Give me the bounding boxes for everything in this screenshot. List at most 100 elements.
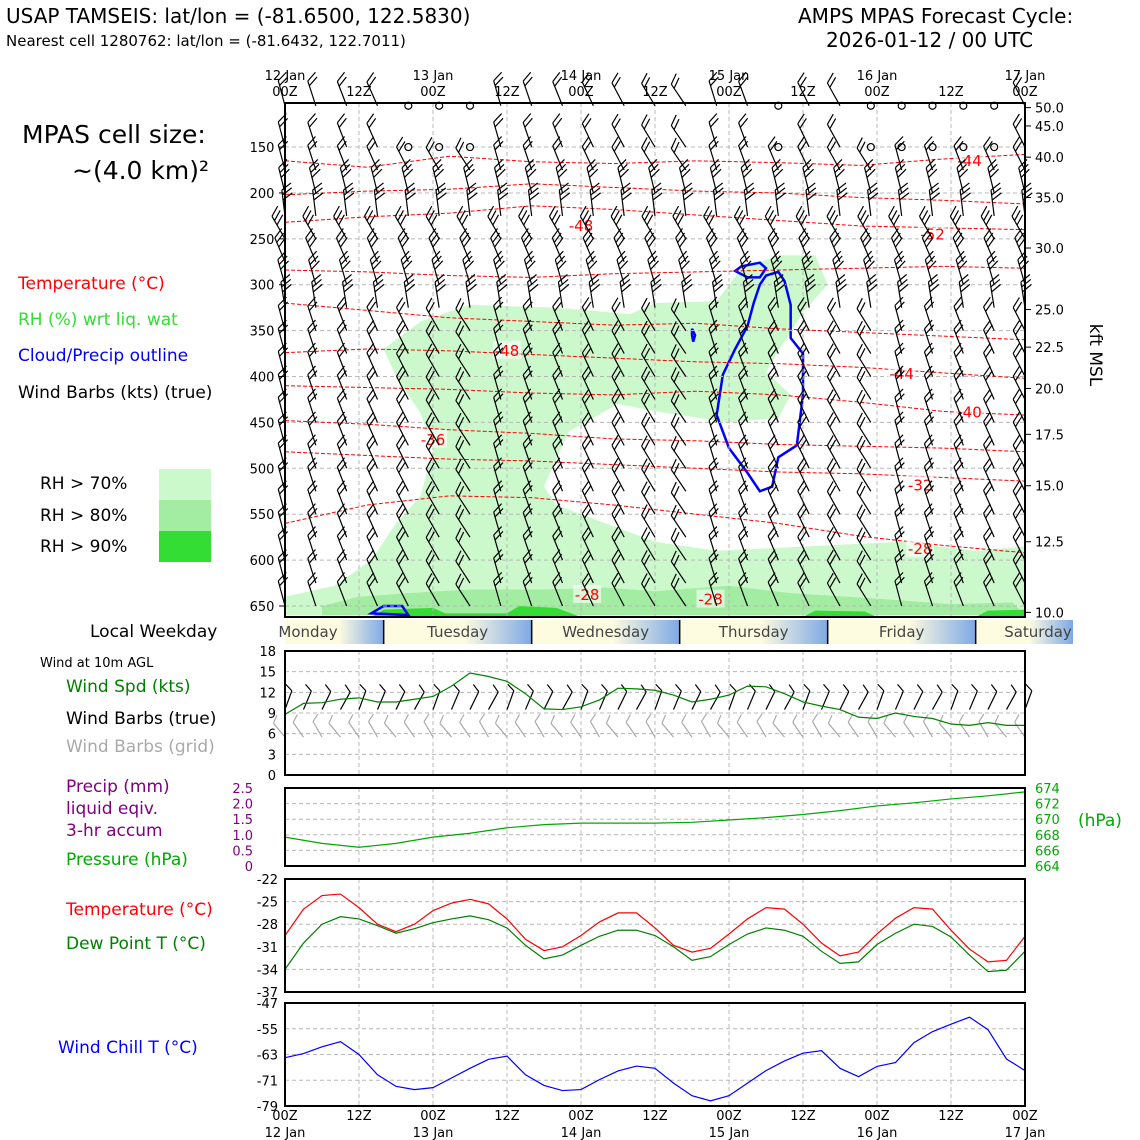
barb-feather [336, 365, 346, 376]
barb-feather [496, 274, 507, 283]
barb-feather [1014, 228, 1023, 239]
wind-barb [983, 136, 995, 171]
barb-feather [826, 412, 834, 423]
barb-feather [895, 439, 905, 449]
legend-temperature: Temperature (°C) [18, 274, 165, 294]
barb-feather [1012, 343, 1020, 354]
barb-feather [589, 713, 596, 722]
barb-feather [709, 237, 718, 248]
barb-feather [493, 526, 503, 536]
barb-feather [774, 168, 784, 178]
barb-feather [307, 549, 316, 559]
barb-feather [398, 393, 406, 405]
wind-barb [983, 457, 995, 492]
wind-barb-true [839, 684, 850, 710]
barb-feather [829, 228, 838, 239]
barb-feather [710, 508, 719, 518]
barb-feather [619, 260, 629, 270]
barb-feather [799, 393, 807, 404]
wind-barb [425, 550, 440, 584]
barb-feather [279, 508, 289, 518]
barb-feather [458, 485, 465, 497]
wind-barb-grid [847, 714, 859, 738]
wind-barb-true [395, 684, 406, 710]
barb-feather [983, 411, 991, 422]
barb-feather [308, 416, 318, 426]
wind-barb [611, 297, 625, 331]
barb-feather [307, 434, 316, 444]
wind-barb [435, 182, 447, 216]
wind-barb [307, 457, 318, 492]
barb-feather [493, 365, 503, 375]
barb-feather [525, 255, 535, 265]
barb-feather [679, 159, 689, 169]
barb-feather [1014, 462, 1023, 473]
barb-feather [524, 370, 533, 380]
barb-staff [493, 167, 502, 194]
barb-feather [961, 192, 971, 201]
barb-feather [399, 232, 408, 243]
barb-feather [394, 205, 402, 217]
wind-barb [983, 342, 995, 377]
barb-feather [616, 250, 626, 261]
barb-feather [494, 237, 502, 248]
wind-barb [432, 159, 444, 194]
isotherm-8 [284, 451, 1026, 482]
barb-feather [739, 462, 749, 472]
wind-barb-true [506, 683, 515, 710]
barb-feather [829, 301, 837, 313]
barb-feather [673, 463, 680, 475]
top-tick-date: 14 Jan [561, 69, 602, 84]
wind-barb [894, 411, 905, 446]
temperature-panel: -37-34-31-28-25-22 [257, 873, 1026, 1001]
wind-barb [708, 342, 719, 377]
barb-feather [430, 232, 439, 243]
barb-feather [455, 481, 462, 493]
barb-feather [579, 205, 587, 217]
barb-feather [581, 503, 590, 514]
wind-barb [395, 434, 409, 469]
barb-feather [432, 237, 441, 248]
wind-barb [987, 159, 999, 194]
wind-barb-grid [772, 714, 785, 738]
barb-feather [366, 296, 375, 308]
wind-barb [611, 503, 625, 538]
barb-staff [987, 167, 995, 194]
barb-feather [983, 342, 991, 354]
barb-feather [949, 205, 957, 217]
barb-feather [581, 136, 590, 147]
wind-barb [611, 572, 625, 607]
barb-feather [339, 237, 348, 248]
wind-barb [894, 388, 905, 423]
weekday-monday: Monday [278, 623, 337, 641]
barb-feather [338, 76, 347, 87]
wind-barb [923, 136, 935, 171]
barb-feather [583, 76, 592, 88]
barb-staff [548, 216, 564, 240]
barb-feather [953, 365, 962, 376]
barb-staff [736, 722, 748, 738]
wind-barb [923, 411, 935, 446]
barb-feather [842, 684, 850, 692]
barb-feather [805, 182, 816, 191]
barb-feather [478, 713, 485, 722]
barb-feather [898, 182, 909, 191]
bottom-tick-date: 15 Jan [709, 1126, 750, 1140]
barb-feather [918, 205, 926, 217]
barb-feather [672, 205, 680, 217]
isotherm-label-3: -48 [495, 342, 520, 360]
barb-feather [859, 416, 866, 428]
wind-barb [1012, 297, 1026, 331]
barb-feather [738, 572, 747, 582]
barb-staff [703, 216, 718, 240]
barb-feather [522, 503, 532, 513]
barb-feather [610, 205, 618, 217]
barb-staff [938, 722, 952, 738]
wind-barb [455, 435, 471, 469]
barb-feather [552, 388, 561, 399]
barb-feather [804, 260, 814, 270]
barb-feather [425, 320, 433, 332]
wind-barb [558, 182, 571, 216]
wind-barb [493, 434, 504, 469]
wind-barb [366, 411, 379, 446]
